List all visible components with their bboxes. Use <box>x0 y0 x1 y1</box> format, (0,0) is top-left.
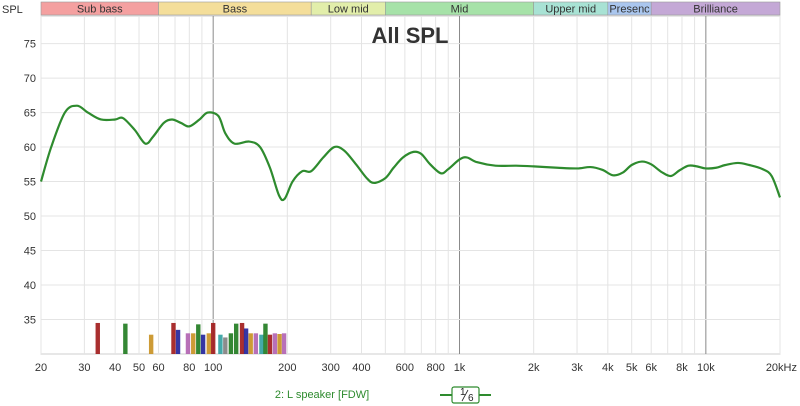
y-tick-label: 75 <box>24 39 36 51</box>
peak-marker <box>148 334 154 354</box>
x-tick-label: 400 <box>352 362 370 374</box>
x-tick-label: 80 <box>183 362 195 374</box>
peak-marker <box>175 329 181 354</box>
band-label: Upper mid <box>545 4 596 16</box>
peak-marker <box>191 333 196 354</box>
x-tick-label: 10k <box>697 362 715 374</box>
peak-marker <box>243 328 249 354</box>
x-tick-label: 800 <box>426 362 444 374</box>
smoothing-denominator: 6 <box>468 393 474 404</box>
legend-series-label[interactable]: 2: L speaker [FDW] <box>275 389 369 401</box>
x-tick-label: 100 <box>204 362 222 374</box>
smoothing-indicator[interactable]: 1 6 <box>440 386 491 404</box>
peak-marker <box>272 333 278 354</box>
frequency-bands: Sub bass Bass Low mid Mid Upper mid Presenc Br… <box>40 1 781 16</box>
peak-marker <box>228 333 234 354</box>
peak-markers <box>95 322 287 354</box>
peak-marker <box>200 334 206 354</box>
band-brilliance <box>650 1 781 16</box>
grid <box>40 15 781 355</box>
chart-title: All SPL <box>371 23 448 48</box>
spl-curve <box>39 104 782 202</box>
peak-marker <box>223 337 228 354</box>
curves <box>39 104 782 202</box>
x-tick-label: 200 <box>278 362 296 374</box>
x-axis-ticks: 20 30 40 50 60 80 100 200 300 400 600 800 1k 2k 3k 4k 5k… <box>35 362 797 374</box>
y-axis-label: SPL <box>2 4 23 16</box>
band-label: Low mid <box>328 4 369 16</box>
smoothing-numerator: 1 <box>460 387 466 398</box>
x-tick-label: 30 <box>78 362 90 374</box>
peak-marker <box>123 323 128 354</box>
x-tick-label: 60 <box>152 362 164 374</box>
band-label: Bass <box>223 4 248 16</box>
peak-marker <box>210 322 216 354</box>
peak-marker <box>218 334 223 354</box>
y-tick-label: 50 <box>24 211 36 223</box>
peak-marker <box>259 334 264 354</box>
y-tick-label: 35 <box>24 315 36 327</box>
band-label: Presenc <box>609 4 650 16</box>
peak-marker <box>281 333 287 354</box>
y-tick-label: 40 <box>24 280 36 292</box>
peak-marker <box>196 324 201 354</box>
x-tick-label: 50 <box>133 362 145 374</box>
peak-marker <box>239 322 245 354</box>
peak-marker <box>263 323 268 354</box>
x-tick-label: 2k <box>528 362 540 374</box>
x-tick-label: 20kHz <box>766 362 797 374</box>
x-tick-label: 1k <box>454 362 466 374</box>
peak-marker <box>248 333 253 354</box>
x-tick-label: 8k <box>676 362 688 374</box>
y-tick-label: 45 <box>24 246 36 258</box>
y-tick-label: 55 <box>24 177 36 189</box>
peak-marker <box>233 323 239 354</box>
x-tick-label: 6k <box>645 362 657 374</box>
band-label: Mid <box>451 4 469 16</box>
peak-marker <box>185 333 191 354</box>
y-tick-label: 60 <box>24 142 36 154</box>
x-tick-label: 3k <box>571 362 583 374</box>
peak-marker <box>267 334 273 354</box>
x-tick-label: 300 <box>322 362 340 374</box>
smoothing-fraction-slash <box>461 389 469 402</box>
x-tick-label: 40 <box>109 362 121 374</box>
plot-frame <box>40 15 781 355</box>
peak-marker <box>277 333 282 354</box>
x-tick-label: 4k <box>602 362 614 374</box>
peak-marker <box>253 333 259 354</box>
peak-marker <box>206 333 212 354</box>
x-tick-label: 600 <box>396 362 414 374</box>
band-label: Sub bass <box>77 4 123 16</box>
y-tick-label: 70 <box>24 73 36 85</box>
x-tick-label: 5k <box>626 362 638 374</box>
y-tick-label: 65 <box>24 108 36 120</box>
x-tick-label: 20 <box>35 362 47 374</box>
peak-marker <box>171 322 176 354</box>
y-axis-ticks: 35 40 45 50 55 60 65 70 75 <box>24 39 36 327</box>
peak-marker <box>95 322 100 354</box>
legend[interactable]: 2: L speaker [FDW] <box>275 389 369 401</box>
band-label: Brilliance <box>693 4 738 16</box>
